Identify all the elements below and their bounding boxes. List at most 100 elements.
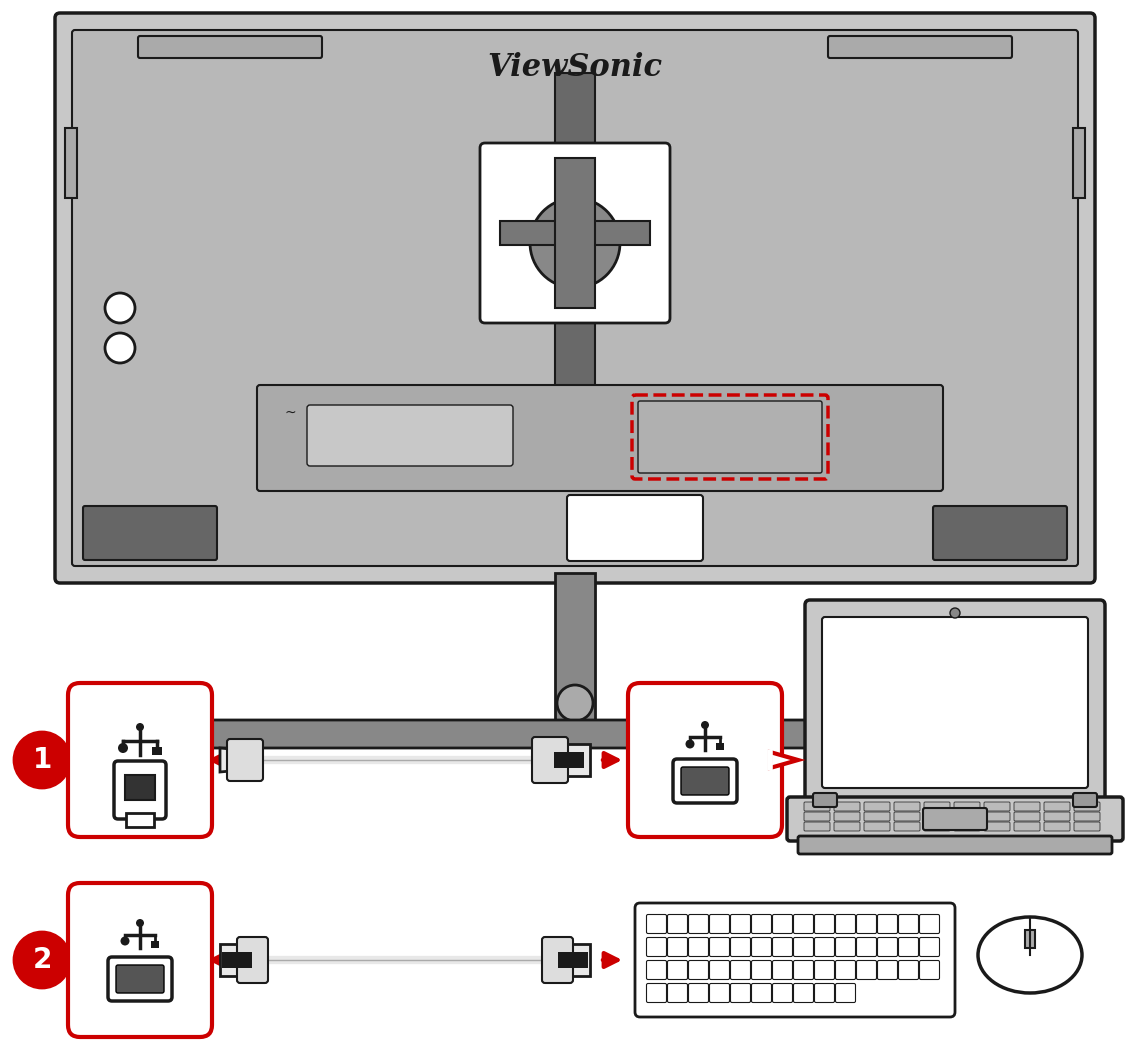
FancyBboxPatch shape	[237, 937, 268, 983]
FancyBboxPatch shape	[480, 143, 670, 323]
FancyBboxPatch shape	[108, 957, 172, 1001]
Circle shape	[686, 740, 695, 748]
FancyBboxPatch shape	[793, 937, 813, 956]
FancyBboxPatch shape	[773, 961, 792, 980]
FancyBboxPatch shape	[567, 495, 703, 561]
FancyBboxPatch shape	[954, 802, 980, 811]
Polygon shape	[552, 744, 590, 776]
FancyBboxPatch shape	[751, 937, 772, 956]
FancyBboxPatch shape	[793, 984, 813, 1003]
FancyBboxPatch shape	[532, 737, 568, 783]
FancyBboxPatch shape	[256, 385, 943, 491]
FancyBboxPatch shape	[877, 961, 898, 980]
FancyBboxPatch shape	[668, 937, 687, 956]
Polygon shape	[220, 944, 258, 975]
Circle shape	[530, 198, 619, 288]
Bar	[151, 941, 159, 948]
Bar	[555, 573, 595, 723]
FancyBboxPatch shape	[864, 822, 890, 831]
FancyBboxPatch shape	[773, 984, 792, 1003]
FancyBboxPatch shape	[856, 961, 877, 980]
FancyBboxPatch shape	[688, 961, 709, 980]
FancyBboxPatch shape	[834, 802, 860, 811]
Bar	[126, 813, 153, 827]
FancyBboxPatch shape	[984, 802, 1010, 811]
Bar	[125, 776, 155, 800]
FancyBboxPatch shape	[924, 811, 950, 821]
Circle shape	[105, 333, 135, 363]
FancyBboxPatch shape	[710, 984, 729, 1003]
FancyBboxPatch shape	[1014, 811, 1040, 821]
FancyBboxPatch shape	[933, 506, 1067, 560]
FancyBboxPatch shape	[710, 961, 729, 980]
Text: 1: 1	[32, 746, 52, 774]
FancyBboxPatch shape	[822, 617, 1088, 788]
FancyBboxPatch shape	[787, 797, 1123, 841]
FancyBboxPatch shape	[751, 961, 772, 980]
Bar	[1073, 128, 1085, 198]
FancyBboxPatch shape	[751, 984, 772, 1003]
FancyBboxPatch shape	[805, 600, 1105, 805]
FancyBboxPatch shape	[68, 883, 212, 1037]
FancyBboxPatch shape	[227, 738, 263, 781]
FancyBboxPatch shape	[856, 914, 877, 933]
FancyBboxPatch shape	[813, 794, 837, 807]
FancyBboxPatch shape	[1014, 822, 1040, 831]
FancyBboxPatch shape	[668, 961, 687, 980]
Circle shape	[136, 723, 144, 731]
Circle shape	[14, 732, 70, 788]
FancyBboxPatch shape	[864, 802, 890, 811]
FancyBboxPatch shape	[894, 822, 919, 831]
FancyBboxPatch shape	[647, 961, 666, 980]
FancyBboxPatch shape	[1044, 822, 1069, 831]
FancyBboxPatch shape	[814, 961, 835, 980]
FancyBboxPatch shape	[924, 802, 950, 811]
FancyBboxPatch shape	[923, 808, 987, 829]
FancyBboxPatch shape	[638, 401, 822, 473]
Circle shape	[701, 720, 709, 729]
FancyBboxPatch shape	[1074, 811, 1100, 821]
Bar	[558, 952, 589, 968]
FancyBboxPatch shape	[899, 914, 918, 933]
Bar	[716, 743, 724, 750]
Text: ~: ~	[284, 406, 295, 420]
FancyBboxPatch shape	[834, 811, 860, 821]
FancyBboxPatch shape	[681, 767, 729, 795]
FancyBboxPatch shape	[798, 836, 1112, 854]
Circle shape	[105, 293, 135, 323]
FancyBboxPatch shape	[877, 914, 898, 933]
FancyBboxPatch shape	[72, 30, 1077, 566]
Circle shape	[118, 743, 128, 753]
FancyBboxPatch shape	[984, 811, 1010, 821]
FancyBboxPatch shape	[751, 914, 772, 933]
FancyBboxPatch shape	[731, 961, 750, 980]
FancyBboxPatch shape	[647, 937, 666, 956]
FancyBboxPatch shape	[68, 683, 212, 837]
FancyBboxPatch shape	[919, 914, 940, 933]
FancyBboxPatch shape	[899, 961, 918, 980]
FancyBboxPatch shape	[984, 822, 1010, 831]
FancyBboxPatch shape	[731, 984, 750, 1003]
FancyBboxPatch shape	[627, 683, 782, 837]
FancyBboxPatch shape	[1014, 802, 1040, 811]
FancyBboxPatch shape	[814, 937, 835, 956]
FancyBboxPatch shape	[731, 914, 750, 933]
Circle shape	[556, 685, 593, 720]
Bar	[1025, 930, 1035, 948]
Bar	[555, 73, 595, 488]
FancyBboxPatch shape	[919, 937, 940, 956]
FancyBboxPatch shape	[793, 914, 813, 933]
FancyBboxPatch shape	[731, 937, 750, 956]
FancyBboxPatch shape	[836, 937, 855, 956]
FancyBboxPatch shape	[688, 937, 709, 956]
FancyBboxPatch shape	[688, 984, 709, 1003]
FancyBboxPatch shape	[116, 965, 164, 993]
FancyBboxPatch shape	[55, 13, 1095, 583]
FancyBboxPatch shape	[924, 822, 950, 831]
FancyBboxPatch shape	[836, 914, 855, 933]
FancyBboxPatch shape	[836, 984, 855, 1003]
FancyBboxPatch shape	[954, 811, 980, 821]
FancyBboxPatch shape	[688, 914, 709, 933]
FancyBboxPatch shape	[1044, 811, 1069, 821]
FancyBboxPatch shape	[919, 961, 940, 980]
